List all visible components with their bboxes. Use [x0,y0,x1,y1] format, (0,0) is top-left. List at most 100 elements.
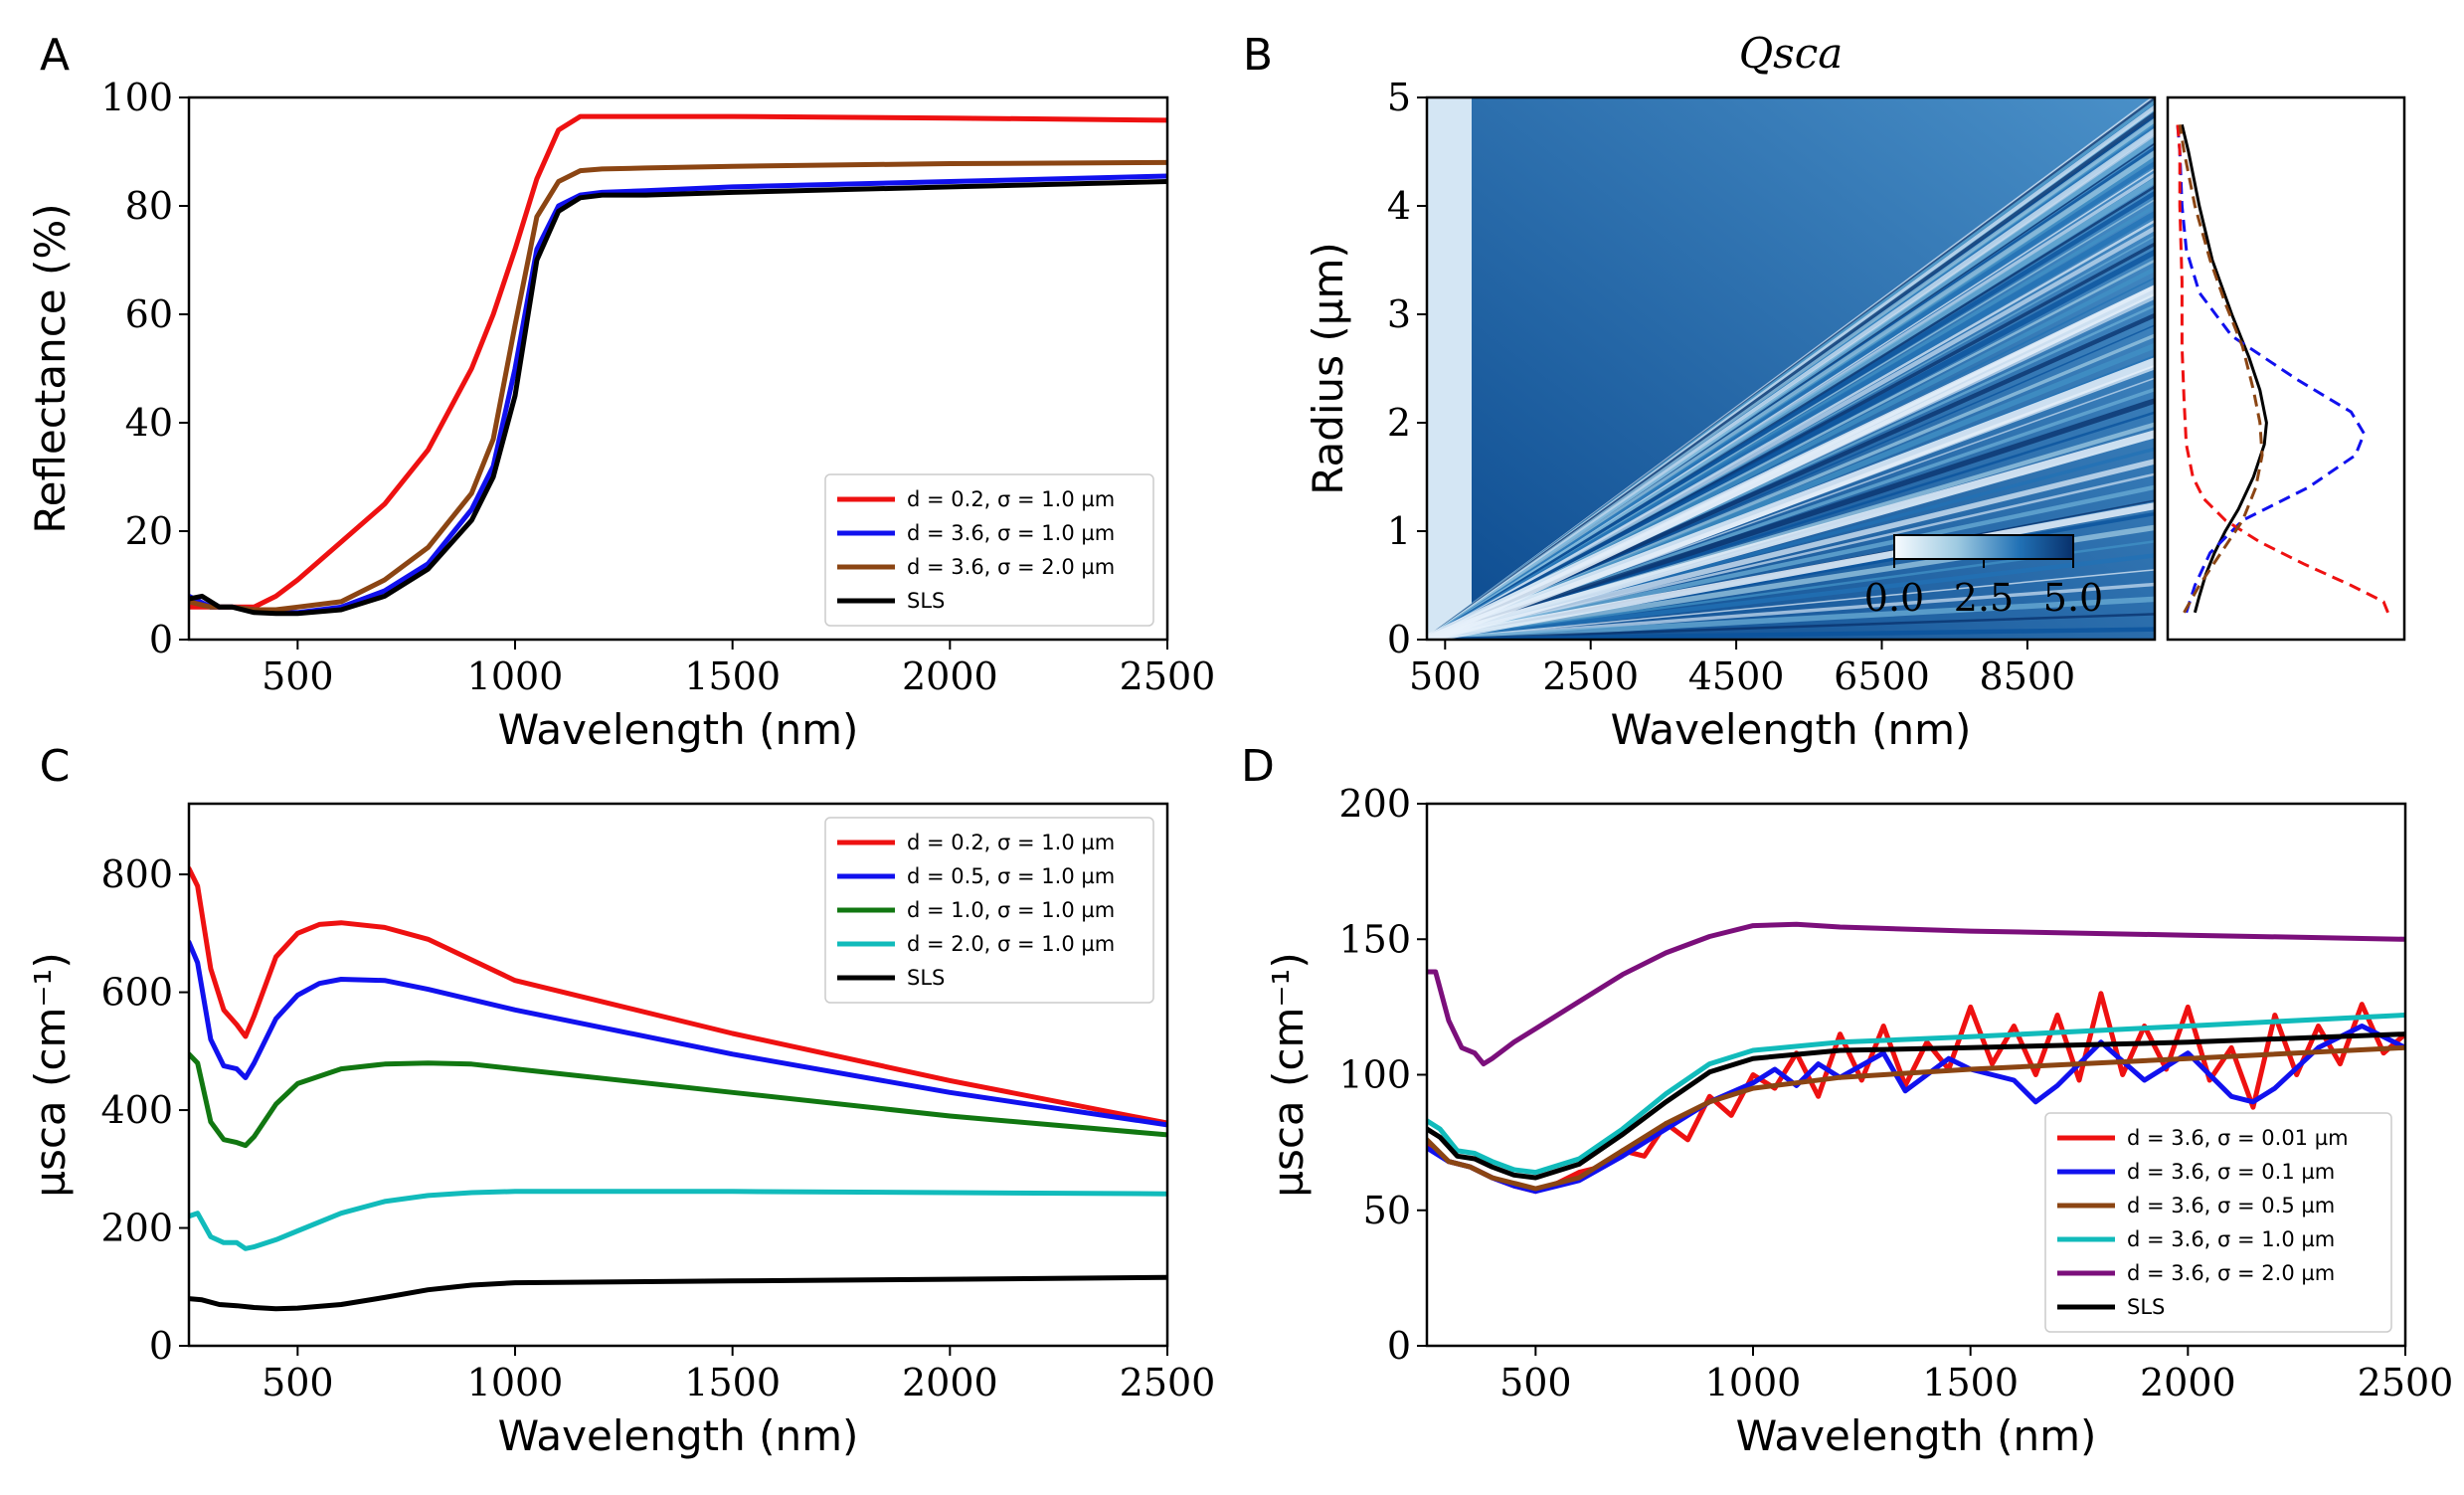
legend-label: d = 3.6, σ = 2.0 µm [907,555,1115,579]
series-line-1 [189,113,1167,610]
y-axis-label: µsca (cm⁻¹) [1264,952,1313,1198]
legend-label: d = 2.0, σ = 1.0 µm [907,932,1115,956]
legend-box [2044,1112,2392,1333]
y-tick-label: 0 [149,1324,173,1368]
colorbar-gradient [1893,534,2074,560]
plot-area [189,865,1167,1312]
x-tick-label: 2000 [902,1361,998,1404]
y-tick-label: 60 [125,292,173,336]
x-tick-label: 2500 [2358,1361,2454,1404]
series-line-4 [1427,1013,2405,1176]
y-axis-label: µsca (cm⁻¹) [26,952,75,1198]
heatmap-ray [1427,249,2155,640]
heatmap-ray-light [1427,502,2155,640]
y-tick-label: 800 [100,852,173,896]
legend-box [824,473,1154,627]
x-tick-label: 1500 [684,1361,781,1404]
x-tick-label: 2000 [902,654,998,698]
x-tick-label: 1500 [684,654,781,698]
y-tick-label: 0 [1387,618,1411,661]
series-line-2 [1427,1024,2405,1195]
heatmap-ray-light [1427,357,2155,640]
y-tick-label: 50 [1363,1189,1411,1232]
legend-label: SLS [907,589,945,613]
heatmap-ray-light [1427,430,2155,640]
colorbar-tick-label: 5.0 [2043,576,2103,620]
series-line-1 [189,865,1167,1126]
y-tick-label: 600 [100,971,173,1015]
panel-d: D 500 1000 1500 2000 2500 0 50 100 150 200 Waveleng… [1241,741,2453,1460]
panel-label: C [40,741,71,792]
legend-label: d = 0.5, σ = 1.0 µm [907,864,1115,888]
heatmap-ray [1427,553,2155,640]
series-line-3 [189,1051,1167,1149]
heatmap-ray [1427,569,2155,640]
heatmap-ray [1427,226,2155,640]
series-line-2 [189,939,1167,1128]
y-tick-label: 100 [100,76,173,119]
heatmap-ray [1427,596,2155,640]
heatmap-title: Qsca [1739,29,1844,78]
series-line-4 [189,1189,1167,1251]
y-tick-label: 40 [125,401,173,445]
plot-area [1427,921,2405,1195]
series-line-6 [1427,1031,2405,1181]
heatmap-ray [1427,459,2155,640]
legend-label: d = 0.2, σ = 1.0 µm [907,831,1115,854]
y-tick-label: 3 [1387,292,1411,336]
legend-box [824,817,1154,1004]
y-tick-label: 80 [125,184,173,228]
y-tick-label: 200 [100,1207,173,1250]
legend-label: SLS [907,966,945,990]
x-tick-label: 1000 [1705,1361,1802,1404]
panel-b: B 500 2500 4500 6500 8500 0 1 2 3 4 5 Wavelength (nm… [1243,29,2406,754]
heatmap-ray [1427,398,2155,640]
size-distribution-4 [2178,124,2264,614]
x-tick-label: 2000 [2140,1361,2236,1404]
x-axis-label: Wavelength (nm) [1736,1411,2097,1460]
x-tick-label: 500 [1499,1361,1572,1404]
size-distribution-3 [2176,124,2389,614]
series-line-3 [1427,1044,2405,1192]
colorbar: 0.0 2.5 5.0 [1864,534,2103,620]
x-axis-label: Wavelength (nm) [498,705,859,754]
x-tick-label: 4500 [1688,654,1785,698]
x-tick-label: 500 [262,1361,334,1404]
heatmap-band [1427,97,1472,640]
series-line-3 [189,159,1167,613]
legend-label: d = 3.6, σ = 0.1 µm [2127,1160,2335,1184]
axes-frame [187,95,1169,642]
x-tick-label: 500 [262,654,334,698]
heatmap-ray [1427,627,2155,640]
legend-label: d = 3.6, σ = 0.5 µm [2127,1194,2335,1217]
heatmap-ray [1427,613,2155,640]
colorbar-tick-label: 0.0 [1864,576,1924,620]
series-line-4 [189,179,1167,617]
heatmap-ray [1427,190,2155,640]
y-axis-label: Radius (µm) [1304,242,1352,495]
legend-label: SLS [2127,1295,2165,1319]
plot-area [189,113,1167,617]
x-tick-label: 2500 [1120,654,1216,698]
panel-label: B [1243,30,1273,81]
y-tick-label: 1 [1387,509,1411,553]
y-axis-label: Reflectance (%) [26,203,75,533]
y-tick-label: 0 [1387,1324,1411,1368]
panel-label: A [40,30,70,81]
y-tick-label: 400 [100,1088,173,1132]
legend-label: d = 3.6, σ = 1.0 µm [907,521,1115,545]
y-tick-label: 4 [1387,184,1411,228]
x-tick-label: 1500 [1922,1361,2019,1404]
y-tick-label: 2 [1387,401,1411,445]
panel-a: A 500 1000 1500 2000 2500 0 20 40 60 80 100 Waveleng… [26,30,1215,754]
size-distribution-1 [2180,123,2268,614]
x-tick-label: 1000 [467,654,564,698]
x-tick-label: 500 [1409,654,1482,698]
x-tick-label: 6500 [1834,654,1930,698]
size-distribution-2 [2176,124,2367,614]
size-distribution-frame [2166,95,2406,642]
size-distribution-panel [2176,123,2389,614]
x-axis-label: Wavelength (nm) [1611,705,1972,754]
axes-frame [1425,802,2407,1348]
